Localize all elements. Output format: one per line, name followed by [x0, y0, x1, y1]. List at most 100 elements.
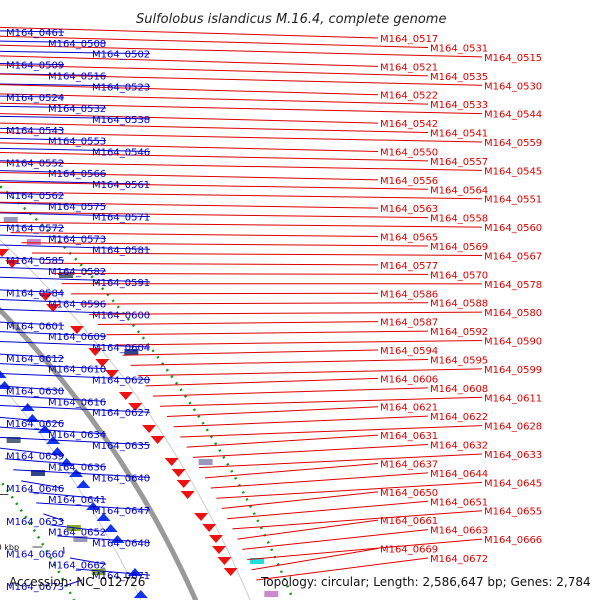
gene-label: M164_0522 [380, 91, 438, 102]
gene-label: M164_0578 [484, 280, 542, 291]
outer-dotted-track [0, 184, 295, 600]
forward-gene-arrow [176, 480, 191, 488]
gene-leader-line [0, 308, 151, 315]
gene-leader-line [0, 137, 107, 142]
gene-label: M164_0564 [430, 185, 488, 196]
gene-leader-line [42, 262, 379, 266]
gene-leader-line [0, 73, 483, 86]
gene-leader-line [0, 212, 151, 218]
gene-leader-line [0, 447, 65, 457]
reverse-gene-arrow [133, 590, 148, 598]
gene-label: M164_0552 [6, 158, 64, 169]
gene-leader-line [0, 340, 151, 348]
gene-leader-line [89, 311, 483, 315]
gene-label: M164_0673 [6, 582, 64, 593]
gene-label: M164_0461 [6, 28, 64, 39]
forward-gene-arrow [5, 260, 20, 268]
forward-gene-arrow [38, 293, 53, 301]
gene-label: M164_0567 [484, 251, 542, 262]
gene-leader-line [0, 102, 483, 115]
annotation-block [250, 558, 265, 564]
gene-leader-line [130, 358, 429, 366]
gene-label: M164_0560 [484, 223, 542, 234]
forward-gene-arrow [0, 249, 9, 257]
gene-leader-line [0, 331, 107, 337]
gene-label: M164_0652 [48, 528, 106, 539]
gene-label: M164_0509 [6, 61, 64, 72]
gene-leader-line [0, 44, 483, 58]
gene-leader-line [21, 480, 65, 489]
gene-label: M164_0639 [6, 452, 64, 463]
gene-leader-line [0, 161, 483, 171]
gene-label: M164_0636 [48, 463, 106, 474]
gene-leader-line [0, 113, 379, 124]
gene-leader-line [0, 181, 429, 190]
gene-leader-line [237, 519, 379, 540]
gene-label: M164_0571 [92, 213, 150, 224]
gene-label: M164_0669 [380, 545, 438, 556]
gene-label: M164_0609 [48, 332, 106, 343]
forward-gene-arrow [180, 491, 195, 499]
gene-leader-line [0, 122, 429, 134]
gene-leader-line [5, 458, 107, 468]
gene-leader-line [76, 568, 151, 576]
gene-leader-line [0, 234, 107, 239]
gene-label: M164_0633 [484, 450, 542, 461]
gene-label: M164_0611 [484, 393, 542, 404]
gene-leader-line [52, 272, 429, 275]
gene-leader-line [0, 266, 107, 272]
gene-label: M164_0612 [6, 354, 64, 365]
gene-label: M164_0550 [380, 147, 438, 158]
gene-leader-line [0, 50, 151, 55]
gene-label: M164_0502 [92, 50, 150, 61]
gene-label: M164_0573 [48, 234, 106, 245]
gene-label: M164_0521 [380, 62, 438, 73]
gene-label: M164_0584 [6, 289, 64, 300]
map-title: Sulfolobus islandicus M.16.4, complete g… [136, 12, 446, 27]
forward-gene-arrow [208, 535, 223, 543]
gene-label: M164_0532 [48, 104, 106, 115]
gene-label: M164_0622 [430, 412, 488, 423]
forward-gene-arrow [69, 326, 84, 334]
gene-label: M164_0628 [484, 422, 542, 433]
gene-leader-line [0, 404, 151, 413]
gene-leader-line [251, 548, 379, 571]
gene-label-lines [0, 26, 483, 587]
gene-label: M164_0621 [380, 403, 438, 414]
gene-leader-line [0, 224, 65, 229]
gene-label: M164_0653 [6, 517, 64, 528]
gene-label: M164_0508 [48, 39, 106, 50]
gene-label: M164_0535 [430, 72, 488, 83]
forward-gene-arrow [128, 403, 143, 411]
gene-label: M164_0610 [48, 365, 106, 376]
gene-label: M164_0594 [380, 346, 438, 357]
annotation-block [264, 591, 279, 597]
gene-label: M164_0662 [48, 560, 106, 571]
gene-label: M164_0551 [484, 195, 542, 206]
gene-leader-line [0, 416, 65, 424]
gene-leader-line [28, 491, 107, 500]
gene-label: M164_0524 [6, 93, 64, 104]
gene-label: M164_0570 [430, 270, 488, 281]
annotation-block [26, 239, 41, 245]
gene-label: M164_0646 [6, 484, 64, 495]
gene-leader-line [0, 321, 65, 326]
gene-label: M164_0661 [380, 516, 438, 527]
annotation-block [6, 437, 21, 443]
gene-leader-line [216, 481, 483, 499]
forward-gene-arrow [150, 436, 165, 444]
gene-label: M164_0580 [484, 308, 542, 319]
gene-leader-line [80, 302, 429, 305]
gene-label: M164_0606 [380, 374, 438, 385]
gene-label: M164_0569 [430, 242, 488, 253]
gene-label: M164_0545 [484, 166, 542, 177]
gene-label: M164_0634 [48, 430, 106, 441]
gene-label: M164_0516 [48, 71, 106, 82]
gene-label: M164_0544 [484, 110, 542, 121]
gene-leader-line [0, 93, 429, 105]
annotation-block [124, 349, 139, 355]
gene-leader-line [232, 510, 483, 530]
gene-label: M164_0575 [48, 202, 106, 213]
forward-gene-arrow [95, 359, 110, 367]
genome-summary-text: Topology: circular; Length: 2,586,647 bp… [260, 575, 591, 589]
